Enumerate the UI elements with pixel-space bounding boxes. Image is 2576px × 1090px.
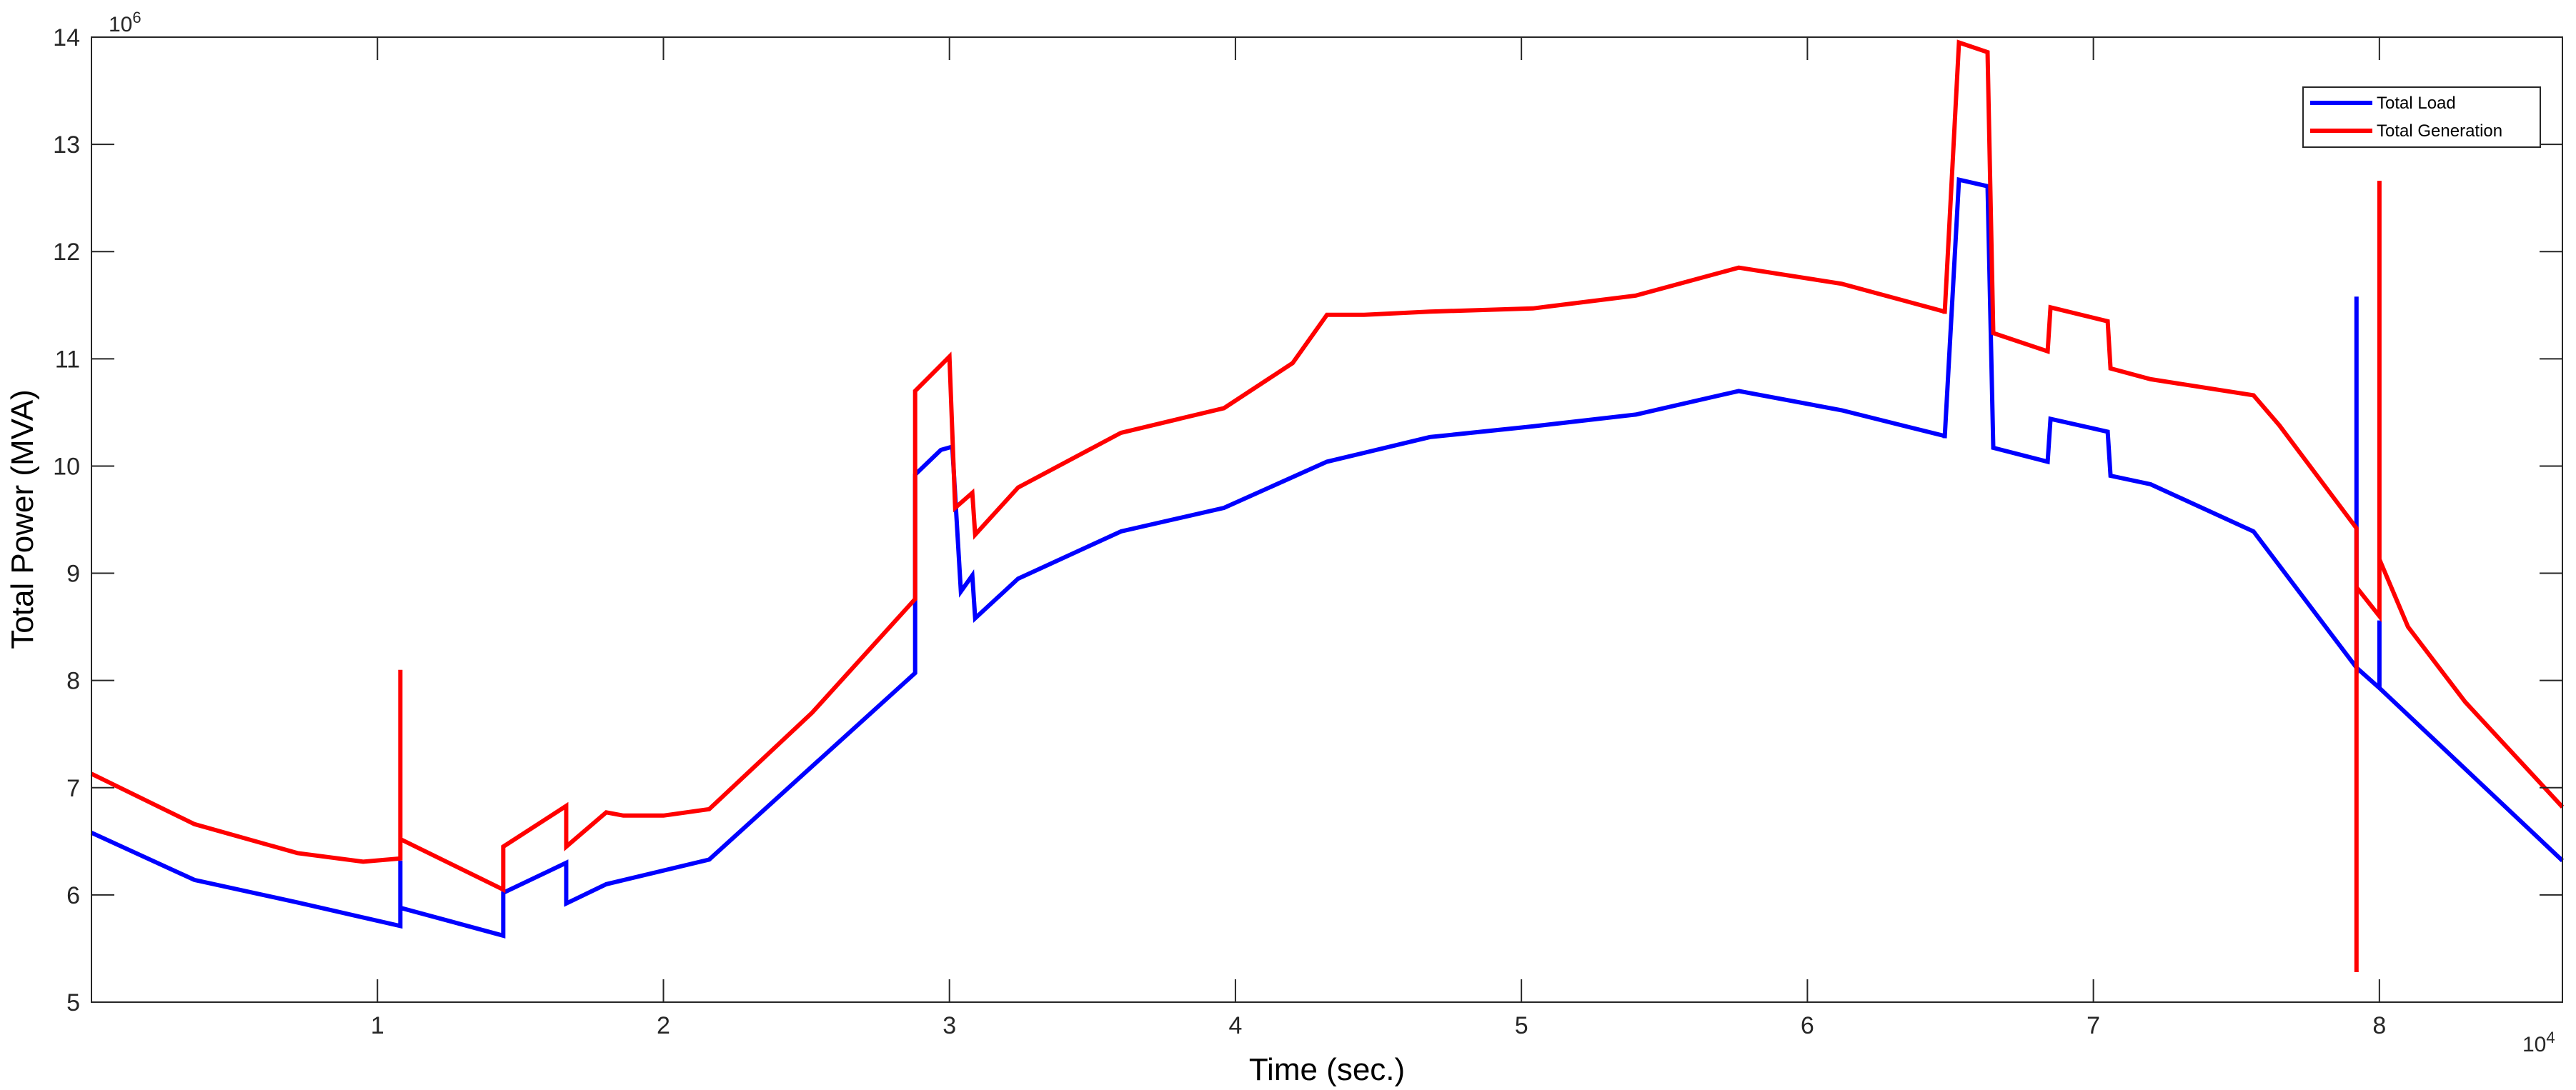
x-exponent-base: 10: [2522, 1033, 2546, 1056]
x-tick-label: 2: [657, 1012, 670, 1039]
y-tick-label: 13: [53, 131, 80, 159]
x-tick-label: 5: [1515, 1012, 1528, 1039]
y-tick-label: 11: [55, 346, 80, 373]
plot-frame: [91, 36, 2563, 1003]
x-axis-label: Time (sec.): [1249, 1052, 1405, 1087]
x-tick-label: 3: [943, 1012, 956, 1039]
y-tick-label: 12: [53, 239, 80, 266]
x-tick-label: 1: [371, 1012, 384, 1039]
y-tick-label: 6: [66, 882, 80, 909]
series-layer: [90, 39, 2565, 972]
legend-label-total-generation: Total Generation: [2377, 121, 2502, 141]
y-axis-label: Total Power (MVA): [5, 389, 40, 649]
x-tick-label: 8: [2372, 1012, 2386, 1039]
series-line-total-load: [90, 176, 2565, 939]
y-exponent-base: 10: [109, 13, 132, 36]
x-tick-label: 7: [2087, 1012, 2100, 1039]
legend-box: [2302, 86, 2541, 148]
y-tick-label: 8: [66, 668, 80, 695]
legend: Total Load Total Generation: [2302, 86, 2541, 148]
y-tick-label: 9: [66, 561, 80, 588]
series-line-total-generation: [90, 39, 2565, 972]
y-tick-label: 14: [53, 24, 80, 51]
x-exponent-power: 4: [2546, 1029, 2555, 1046]
y-tick-label: 10: [53, 453, 80, 480]
y-tick-label: 5: [66, 989, 80, 1016]
y-exponent-power: 6: [132, 9, 141, 26]
y-exponent-label: 106: [109, 9, 141, 36]
x-tick-label: 6: [1801, 1012, 1814, 1039]
x-exponent-label: 104: [2522, 1029, 2555, 1056]
ticks-layer: [91, 36, 2562, 1003]
x-tick-label: 4: [1228, 1012, 1242, 1039]
legend-label-total-load: Total Load: [2377, 94, 2456, 113]
y-tick-label: 7: [66, 775, 80, 802]
